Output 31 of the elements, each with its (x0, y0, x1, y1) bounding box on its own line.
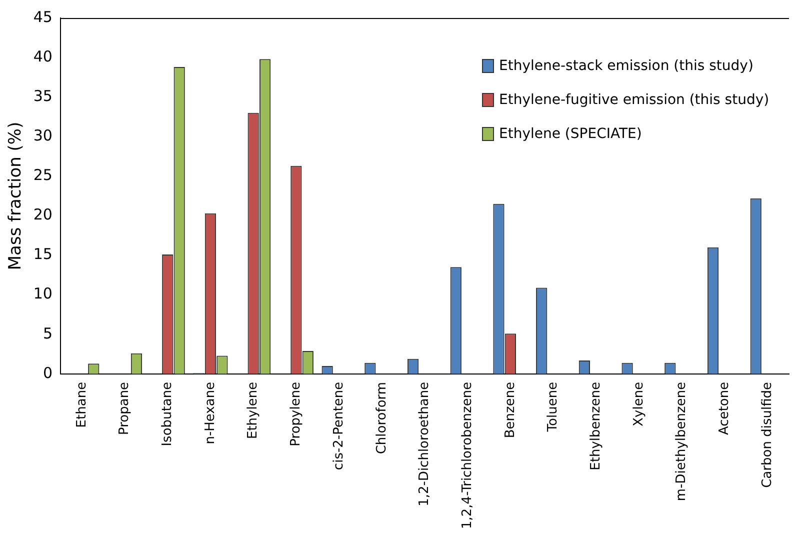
x-tick-label: cis-2-Pentene (331, 382, 346, 470)
x-tick-label: Chloroform (374, 382, 390, 454)
x-tick-label: Ethylene (246, 382, 261, 440)
y-tick-label: 45 (33, 8, 52, 26)
x-tick-label: Benzene (502, 382, 518, 438)
x-tick-label: Toluene (546, 382, 561, 433)
x-tick-label: Acetone (717, 382, 732, 436)
legend-label: Ethylene-stack emission (this study) (499, 58, 754, 74)
x-tick-label: Propylene (288, 382, 304, 446)
x-tick-label: Propane (117, 382, 132, 436)
y-tick-label: 20 (33, 206, 52, 224)
y-tick-label: 30 (33, 126, 52, 145)
y-tick-label: 35 (33, 86, 52, 105)
legend-label: Ethylene (SPECIATE) (499, 126, 642, 142)
x-tick-label: Ethylbenzene (588, 382, 604, 470)
y-tick-label: 10 (33, 284, 52, 303)
legend-label: Ethylene-fugitive emission (this study) (499, 92, 770, 108)
y-tick-label: 25 (33, 166, 52, 184)
x-tick-label: m-Diethylbenzene (674, 382, 690, 502)
x-tick-label: n-Hexane (202, 382, 218, 444)
x-tick-label: Carbon disulfide (760, 382, 775, 488)
y-tick-label: 5 (42, 324, 52, 342)
x-tick-label: Isobutane (160, 382, 175, 446)
x-tick-label: 1,2-Dichloroethane (417, 382, 432, 506)
x-tick-label: Ethane (74, 382, 90, 428)
x-tick-label: Xylene (631, 382, 646, 426)
x-tick-label: 1,2,4-Trichlorobenzene (460, 382, 475, 530)
y-axis-title: Mass fraction (%) (6, 122, 26, 270)
y-tick-label: 40 (33, 47, 52, 66)
y-tick-label: 15 (33, 245, 52, 264)
y-tick-label: 0 (42, 364, 52, 382)
